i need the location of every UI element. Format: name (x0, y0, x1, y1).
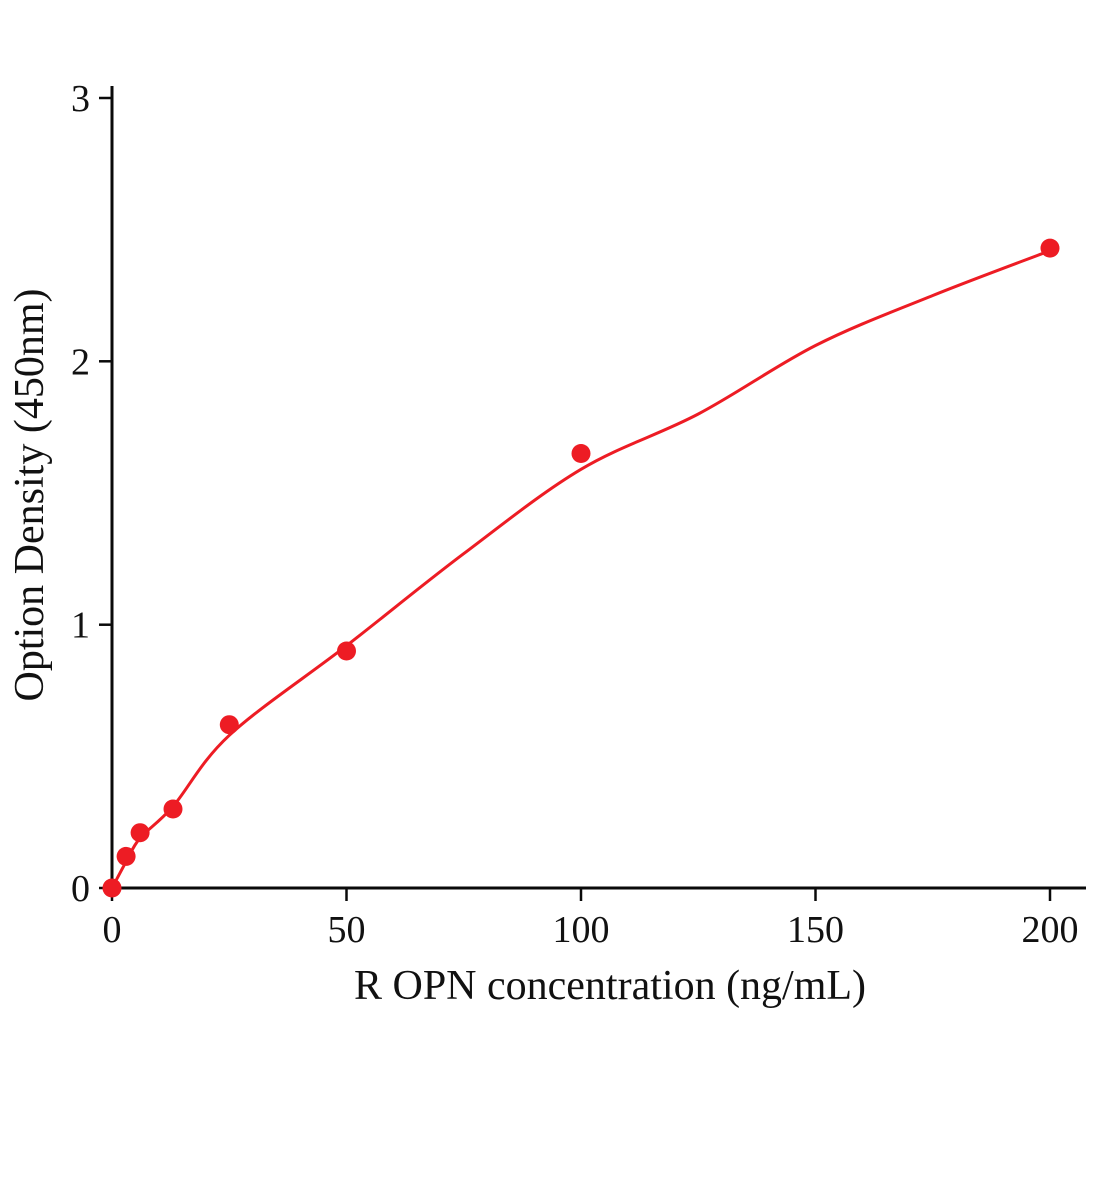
data-point (571, 444, 591, 463)
y-tick-label: 1 (71, 605, 90, 647)
data-point (219, 715, 239, 735)
x-tick-label: 50 (328, 909, 366, 951)
x-tick-label: 0 (103, 909, 122, 951)
y-tick-label: 3 (71, 78, 90, 120)
data-point (130, 823, 150, 843)
data-point (116, 846, 136, 866)
x-axis-title: R OPN concentration (ng/mL) (353, 963, 867, 1009)
data-point (102, 878, 122, 898)
x-tick-label: 100 (553, 909, 610, 951)
fit-curve (110, 249, 1052, 890)
y-tick-label: 0 (71, 868, 90, 910)
data-point (1040, 238, 1060, 258)
y-tick-label: 2 (71, 341, 90, 383)
data-point (163, 799, 183, 819)
x-tick-label: 200 (1022, 909, 1079, 951)
data-point (337, 641, 356, 661)
x-tick-label: 150 (787, 909, 844, 951)
y-axis-title: Option Density (450nm) (7, 288, 53, 702)
